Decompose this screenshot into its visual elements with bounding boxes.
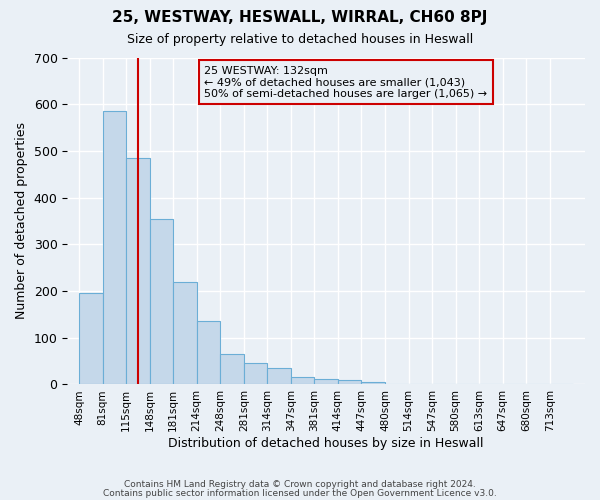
Bar [79,294,103,384]
Text: 25 WESTWAY: 132sqm
← 49% of detached houses are smaller (1,043)
50% of semi-deta: 25 WESTWAY: 132sqm ← 49% of detached hou… [205,66,488,99]
X-axis label: Distribution of detached houses by size in Heswall: Distribution of detached houses by size … [169,437,484,450]
Bar [361,382,385,384]
Bar [291,376,314,384]
Bar [314,379,338,384]
Bar [173,282,197,385]
Text: Contains HM Land Registry data © Crown copyright and database right 2024.: Contains HM Land Registry data © Crown c… [124,480,476,489]
Bar [149,218,173,384]
Bar [197,322,220,384]
Text: 25, WESTWAY, HESWALL, WIRRAL, CH60 8PJ: 25, WESTWAY, HESWALL, WIRRAL, CH60 8PJ [112,10,488,25]
Bar [244,364,268,384]
Bar [220,354,244,384]
Bar [338,380,361,384]
Y-axis label: Number of detached properties: Number of detached properties [15,122,28,320]
Bar [126,158,149,384]
Bar [103,111,126,384]
Bar [268,368,291,384]
Text: Contains public sector information licensed under the Open Government Licence v3: Contains public sector information licen… [103,488,497,498]
Text: Size of property relative to detached houses in Heswall: Size of property relative to detached ho… [127,32,473,46]
